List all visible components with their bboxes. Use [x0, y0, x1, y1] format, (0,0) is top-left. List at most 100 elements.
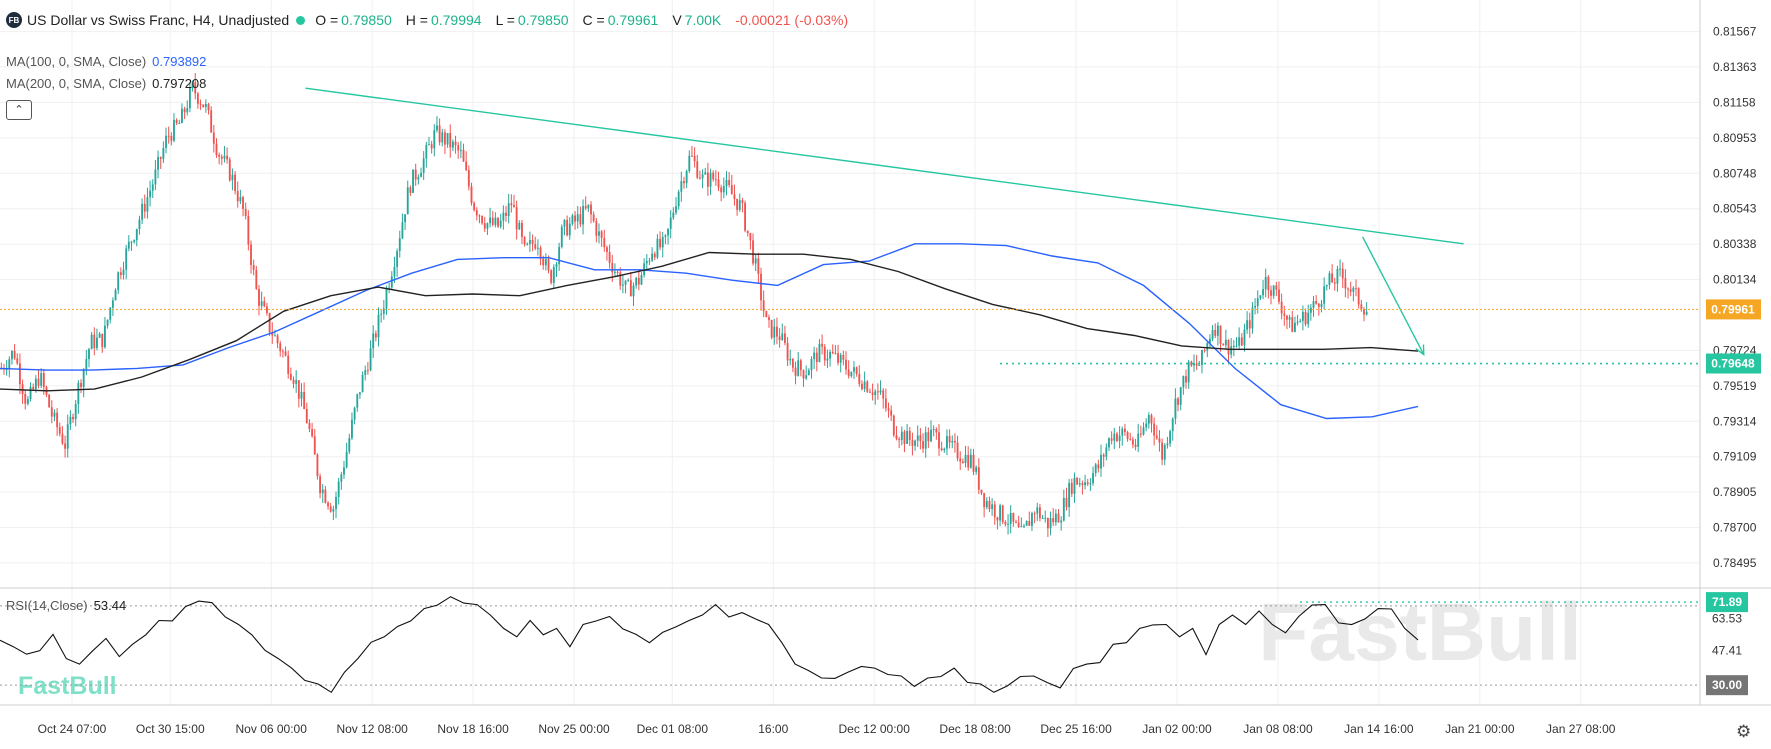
candle-body	[943, 448, 946, 451]
candle-body	[1211, 329, 1214, 339]
candle-body	[374, 333, 377, 338]
candle-body	[119, 272, 122, 275]
candle-body	[1052, 518, 1055, 523]
candle-body	[1341, 268, 1344, 279]
price-tick-label: 0.80134	[1713, 272, 1757, 286]
price-tick-label: 0.79314	[1713, 414, 1757, 428]
candle-body	[513, 205, 515, 208]
candle-body	[552, 267, 555, 283]
forecast-arrow-head	[1415, 344, 1425, 356]
candle-body	[940, 448, 943, 451]
candle-body	[385, 289, 388, 309]
candle-body	[770, 319, 773, 338]
candle-body	[1116, 433, 1118, 441]
candle-body	[353, 407, 356, 420]
candle-body	[704, 172, 707, 175]
candle-body	[1333, 282, 1336, 284]
ma100-legend[interactable]: MA(100, 0, SMA, Close) 0.793892	[6, 54, 206, 69]
candle-body	[829, 351, 832, 359]
candle-body	[781, 333, 784, 341]
candle-body	[837, 353, 839, 363]
candle-body	[977, 467, 980, 490]
ma100-value: 0.793892	[152, 54, 207, 69]
candle-body	[892, 415, 895, 436]
collapse-indicators-button[interactable]: ⌃	[6, 100, 32, 120]
candle-body	[1256, 298, 1259, 307]
candle-body	[698, 177, 701, 179]
candle-body	[263, 301, 266, 307]
candle-body	[18, 363, 21, 385]
candle-body	[335, 496, 337, 509]
candle-body	[53, 412, 56, 417]
candle-body	[85, 359, 88, 370]
candle-body	[11, 350, 13, 360]
candle-body	[90, 334, 93, 350]
candle-body	[98, 333, 101, 338]
candle-body	[443, 132, 446, 145]
candle-body	[438, 125, 441, 143]
open-label: O =	[315, 12, 339, 28]
candle-body	[58, 427, 61, 434]
candle-body	[72, 416, 74, 420]
price-tick-label: 0.80953	[1713, 131, 1757, 145]
candle-body	[1240, 337, 1243, 346]
candle-body	[135, 229, 138, 241]
time-tick-label: Dec 12 00:00	[838, 722, 910, 736]
support-level-tag	[1706, 353, 1761, 374]
time-tick-label: Oct 24 07:00	[38, 722, 107, 736]
price-tick-label: 0.79109	[1713, 450, 1757, 464]
candle-body	[1100, 454, 1102, 469]
time-tick-label: Oct 30 15:00	[136, 722, 205, 736]
candle-body	[608, 251, 611, 263]
candle-body	[1158, 438, 1161, 443]
candle-body	[281, 351, 284, 353]
candle-body	[988, 500, 991, 509]
open-value: 0.79850	[341, 12, 392, 28]
candle-body	[486, 223, 489, 229]
candle-body	[1219, 325, 1222, 345]
candle-body	[884, 398, 887, 409]
candle-body	[133, 240, 136, 242]
candle-body	[961, 461, 964, 463]
candle-body	[215, 143, 218, 155]
candle-body	[754, 258, 757, 264]
candle-body	[632, 285, 635, 297]
candle-body	[420, 172, 422, 177]
candle-body	[518, 222, 521, 230]
candle-body	[640, 275, 643, 285]
candle-body	[329, 506, 332, 512]
candle-body	[863, 381, 866, 390]
candle-body	[181, 108, 183, 123]
candle-body	[903, 431, 906, 444]
candle-body	[111, 300, 114, 308]
candle-body	[173, 119, 175, 141]
candle-body	[765, 311, 768, 318]
price-tick-label: 0.80543	[1713, 202, 1757, 216]
candle-body	[528, 240, 531, 244]
candle-body	[1012, 512, 1015, 522]
gear-icon[interactable]: ⚙	[1736, 722, 1752, 741]
candle-body	[321, 489, 324, 494]
time-tick-label: Dec 18 08:00	[939, 722, 1011, 736]
candle-body	[688, 155, 691, 172]
candle-body	[906, 430, 909, 444]
rsi-legend[interactable]: RSI(14,Close) 53.44	[6, 598, 126, 613]
symbol-title[interactable]: US Dollar vs Swiss Franc, H4, Unadjusted	[27, 12, 290, 28]
candle-body	[598, 231, 600, 236]
candle-body	[1007, 523, 1009, 525]
candle-body	[550, 270, 553, 283]
candle-body	[712, 172, 715, 180]
candle-body	[725, 179, 728, 187]
candle-body	[457, 145, 460, 151]
candle-body	[202, 104, 205, 108]
rsi-tick-label: 47.41	[1712, 644, 1742, 658]
candle-body	[141, 203, 144, 220]
candle-body	[1161, 442, 1164, 460]
candle-body	[279, 343, 282, 352]
close-label: C =	[582, 12, 605, 28]
candle-body	[911, 439, 914, 446]
ma200-legend[interactable]: MA(200, 0, SMA, Close) 0.797208	[6, 76, 206, 91]
candle-body	[289, 373, 292, 380]
candle-body	[1102, 454, 1105, 457]
